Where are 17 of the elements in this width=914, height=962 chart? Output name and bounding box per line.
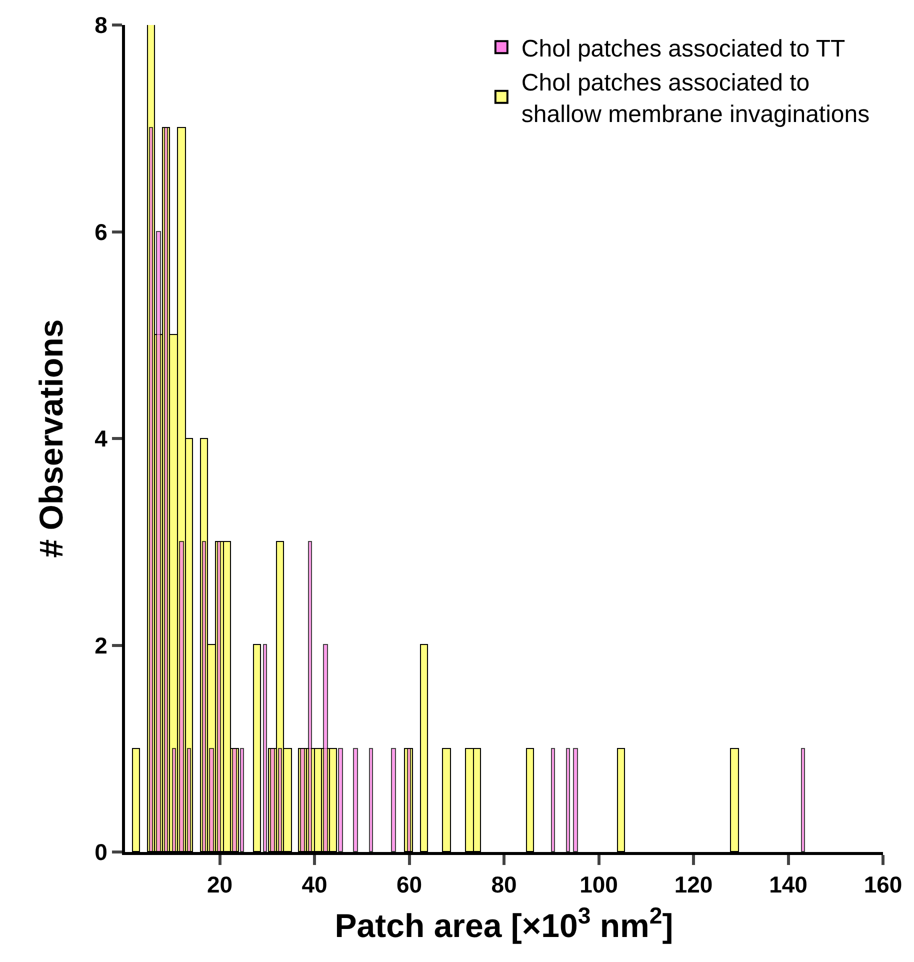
x-tick-label: 100 xyxy=(580,872,618,898)
y-tick-label: 6 xyxy=(94,218,108,245)
x-tick-label: 80 xyxy=(491,872,517,898)
x-tick-label: 140 xyxy=(769,872,808,898)
y-axis-title: # Observations xyxy=(32,319,70,558)
x-tick-label: 40 xyxy=(302,872,328,898)
y-tick-label: 4 xyxy=(94,426,108,452)
y-tick-label: 8 xyxy=(94,12,108,38)
x-tick-label: 20 xyxy=(206,872,233,898)
legend-label: Chol patches associated to shallow membrane invaginations xyxy=(521,70,870,128)
x-tick-label: 60 xyxy=(396,872,422,898)
x-tick-label: 120 xyxy=(674,872,713,898)
x-tick-label: 160 xyxy=(864,872,902,898)
y-tick-label: 0 xyxy=(94,839,108,866)
y-tick-label: 2 xyxy=(94,632,108,658)
x-axis-title: Patch area [×10$^{3}$ nm$^{2}$] xyxy=(334,902,674,944)
legend-label: Chol patches associated to TT xyxy=(521,35,846,62)
